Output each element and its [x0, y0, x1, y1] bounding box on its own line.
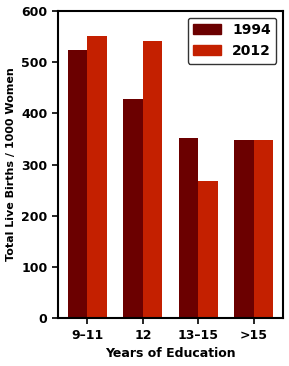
Bar [123, 99, 143, 318]
X-axis label: Years of Education: Years of Education [105, 347, 236, 361]
Bar [88, 36, 107, 318]
Y-axis label: Total Live Births / 1000 Women: Total Live Births / 1000 Women [5, 68, 16, 261]
Bar [254, 140, 273, 318]
Bar [198, 181, 218, 318]
Bar [179, 138, 198, 318]
Bar [234, 140, 254, 318]
Bar [68, 50, 88, 318]
Legend: 1994, 2012: 1994, 2012 [188, 18, 277, 64]
Bar [143, 41, 162, 318]
